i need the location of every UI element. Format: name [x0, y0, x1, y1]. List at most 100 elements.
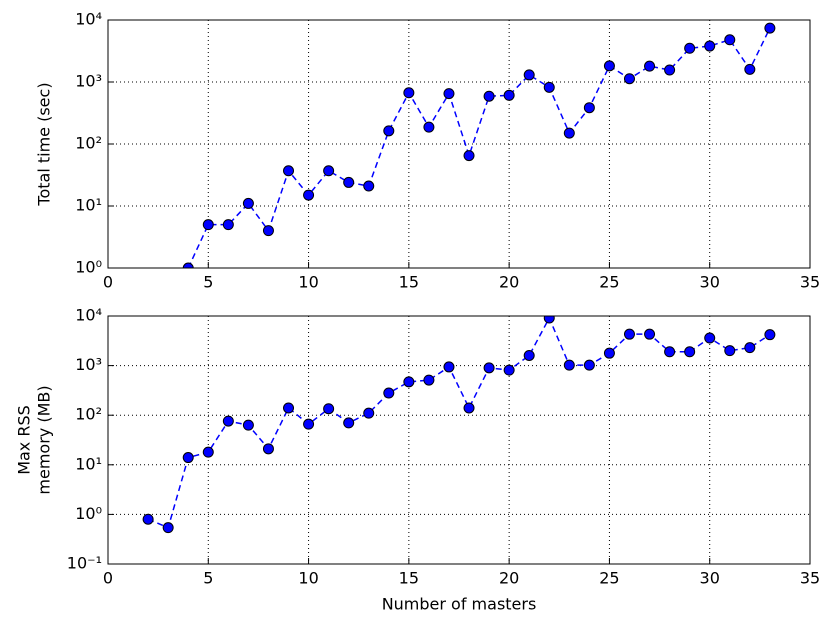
x-tick-label: 35 — [800, 569, 820, 588]
x-tick-label: 5 — [203, 273, 213, 292]
data-point — [684, 346, 696, 358]
data-point — [262, 225, 274, 237]
data-point — [242, 419, 254, 431]
data-point — [303, 189, 315, 201]
data-point — [603, 60, 615, 72]
data-point — [664, 64, 676, 76]
data-point — [724, 34, 736, 46]
x-tick-label: 5 — [203, 569, 213, 588]
x-tick-label: 10 — [298, 273, 318, 292]
data-point — [262, 443, 274, 455]
data-point — [483, 362, 495, 374]
x-tick-label: 35 — [800, 273, 820, 292]
x-tick-label: 0 — [103, 569, 113, 588]
y-tick-label: 10² — [75, 405, 102, 424]
y-axis-label: memory (MB) — [35, 385, 54, 494]
data-point — [423, 374, 435, 386]
data-point — [343, 176, 355, 188]
data-point — [684, 42, 696, 54]
data-point — [744, 63, 756, 75]
data-point — [383, 387, 395, 399]
data-point — [503, 364, 515, 376]
data-point — [704, 40, 716, 52]
data-point — [563, 127, 575, 139]
y-tick-label: 10⁰ — [75, 258, 102, 277]
y-tick-label: 10³ — [75, 355, 102, 374]
data-point — [543, 81, 555, 93]
data-point — [503, 89, 515, 101]
data-point — [283, 402, 295, 414]
data-point — [323, 165, 335, 177]
data-point — [483, 90, 495, 102]
x-tick-label: 15 — [399, 273, 419, 292]
data-point — [583, 102, 595, 114]
data-point — [443, 88, 455, 100]
data-point — [363, 407, 375, 419]
data-point — [303, 418, 315, 430]
y-tick-label: 10² — [75, 134, 102, 153]
data-point — [323, 403, 335, 415]
x-tick-label: 30 — [700, 569, 720, 588]
data-line — [147, 316, 771, 529]
data-point — [463, 150, 475, 162]
y-tick-label: 10⁴ — [75, 306, 102, 325]
data-point — [142, 513, 154, 525]
x-tick-label: 20 — [499, 273, 519, 292]
data-point — [222, 219, 234, 231]
data-point — [343, 417, 355, 429]
y-tick-label: 10⁴ — [75, 10, 102, 29]
data-point — [764, 22, 776, 34]
axes-frame — [107, 19, 811, 269]
data-point — [202, 219, 214, 231]
data-point — [363, 180, 375, 192]
data-point — [724, 345, 736, 357]
data-point — [764, 329, 776, 341]
x-tick-label: 0 — [103, 273, 113, 292]
data-point — [664, 346, 676, 358]
data-point — [523, 349, 535, 361]
data-point — [182, 452, 194, 464]
x-tick-label: 25 — [599, 273, 619, 292]
data-point — [403, 376, 415, 388]
data-point — [283, 165, 295, 177]
x-tick-label: 15 — [399, 569, 419, 588]
data-point — [603, 347, 615, 359]
data-point — [182, 262, 194, 268]
data-point — [202, 446, 214, 458]
data-point — [242, 197, 254, 209]
x-tick-label: 20 — [499, 569, 519, 588]
data-point — [523, 69, 535, 81]
data-point — [162, 522, 174, 534]
x-tick-label: 30 — [700, 273, 720, 292]
y-tick-label: 10¹ — [75, 454, 102, 473]
data-point — [744, 342, 756, 354]
data-point — [644, 328, 656, 340]
data-point — [403, 87, 415, 99]
y-axis-label: Max RSS — [15, 405, 34, 475]
y-tick-label: 10¹ — [75, 196, 102, 215]
data-point — [563, 359, 575, 371]
data-point — [222, 415, 234, 427]
x-tick-label: 10 — [298, 569, 318, 588]
data-point — [383, 125, 395, 137]
y-tick-label: 10⁰ — [75, 504, 102, 523]
data-point — [543, 316, 555, 324]
data-line — [187, 27, 771, 268]
y-tick-label: 10³ — [75, 72, 102, 91]
data-point — [644, 60, 656, 72]
data-point — [583, 359, 595, 371]
plot-area — [142, 316, 776, 534]
data-point — [423, 121, 435, 133]
data-point — [623, 328, 635, 340]
x-tick-label: 25 — [599, 569, 619, 588]
axes-frame — [107, 315, 811, 565]
data-point — [463, 402, 475, 414]
data-point — [704, 332, 716, 344]
data-point — [623, 73, 635, 85]
x-axis-label: Number of masters — [382, 595, 537, 614]
y-axis-label: Total time (sec) — [35, 82, 54, 206]
plot-area — [182, 22, 776, 268]
data-point — [443, 361, 455, 373]
y-tick-label: 10⁻¹ — [67, 554, 102, 573]
